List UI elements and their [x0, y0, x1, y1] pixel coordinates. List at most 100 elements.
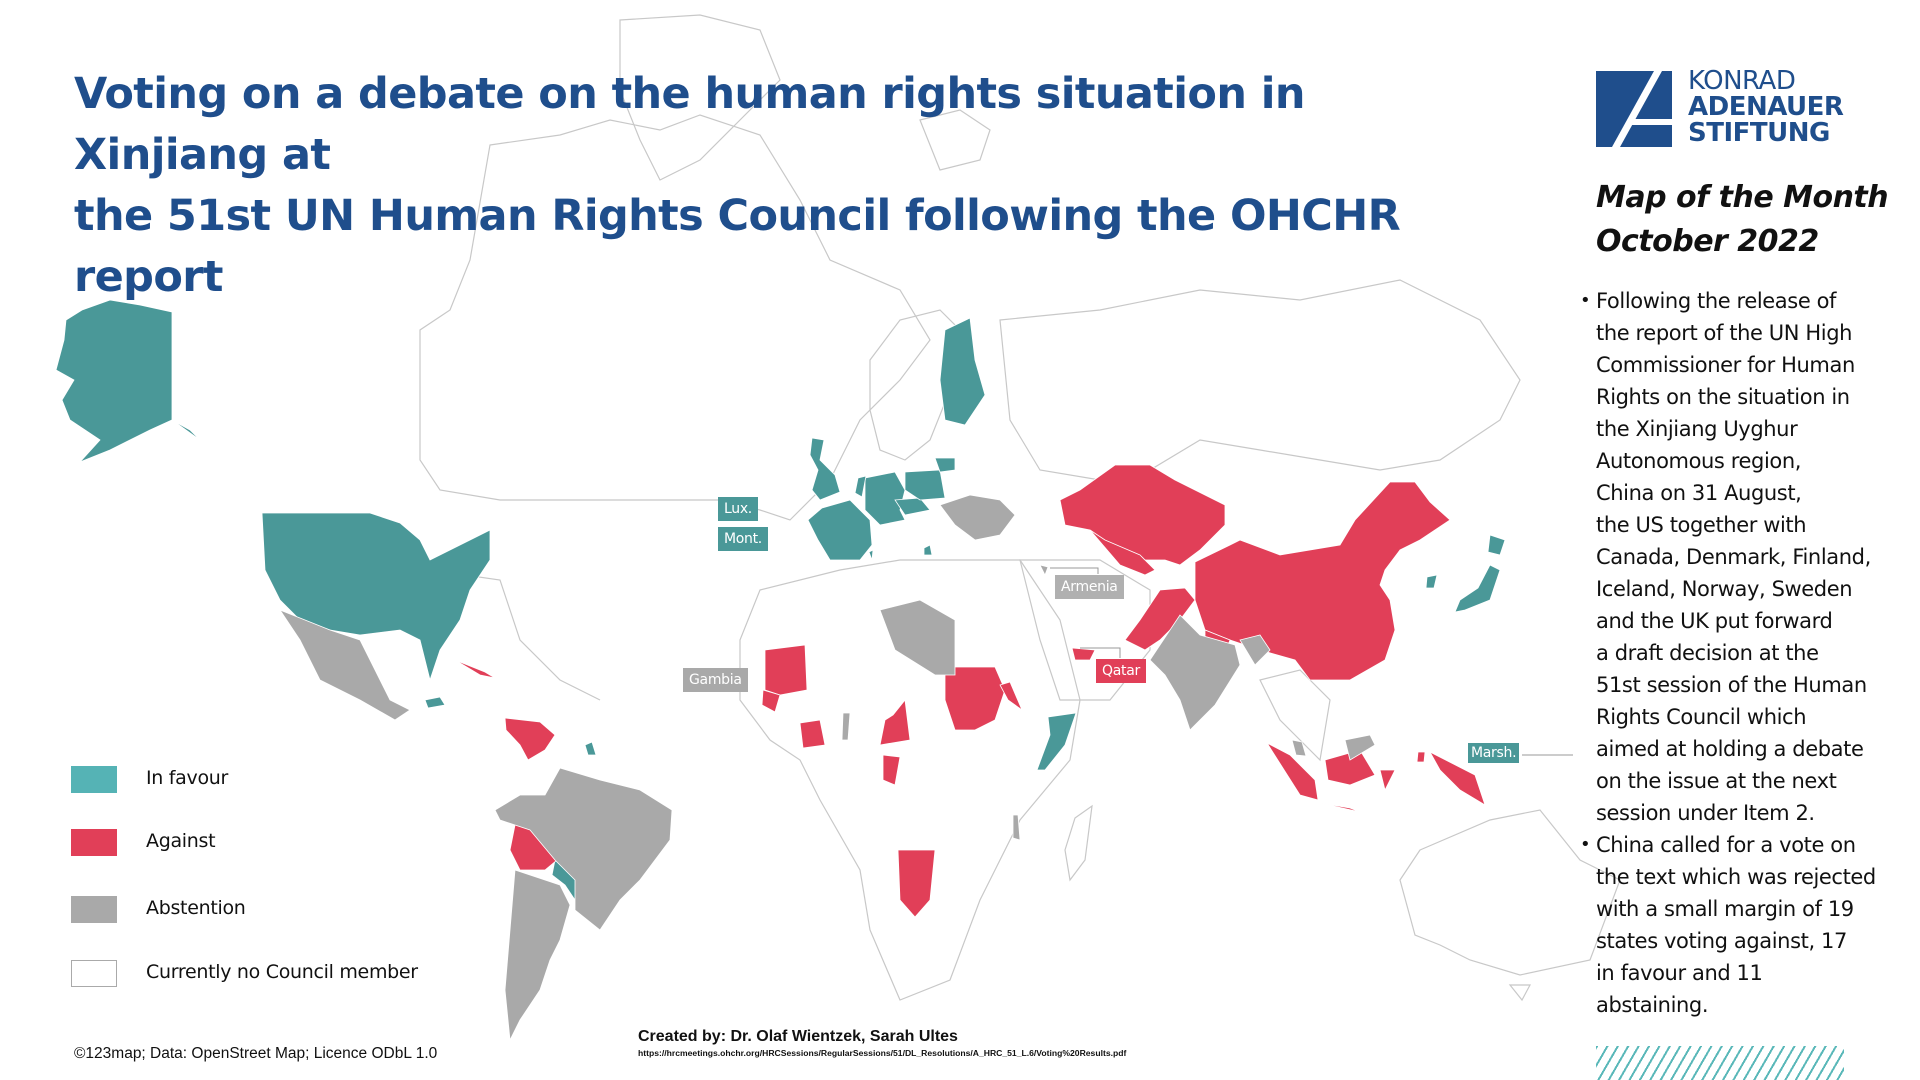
- country-ukraine: [939, 494, 1016, 541]
- text-line: states voting against, 17: [1596, 929, 1847, 953]
- country-japan: [1454, 534, 1506, 613]
- legend-swatch-no-member: [71, 960, 117, 987]
- country-indonesia: [1265, 741, 1486, 813]
- legend-item-no-member: Currently no Council member: [71, 960, 471, 990]
- motm-line-1: Map of the Month: [1596, 180, 1889, 215]
- legend-swatch-abstention: [71, 896, 117, 923]
- country-czechia: [894, 497, 931, 516]
- country-namibia: [897, 849, 936, 918]
- legend-label: Currently no Council member: [146, 961, 418, 983]
- country-usa: [261, 512, 491, 682]
- country-india: [1149, 614, 1241, 731]
- text-line: abstaining.: [1596, 993, 1709, 1017]
- country-netherlands: [854, 475, 867, 498]
- against-countries: [454, 464, 1486, 918]
- country-qatar: [1071, 647, 1096, 661]
- map-label-marshall-islands: Marsh.: [1468, 743, 1520, 763]
- text-line: Canada, Denmark, Finland,: [1596, 545, 1871, 569]
- country-venezuela: [504, 717, 556, 761]
- country-honduras: [424, 696, 446, 709]
- country-usa-alaska: [55, 299, 221, 463]
- logo-adenauer: ADENAUER: [1688, 92, 1844, 122]
- map-label-qatar: Qatar: [1096, 659, 1146, 683]
- source-url: https://hrcmeetings.ohchr.org/HRCSession…: [638, 1048, 1127, 1058]
- country-senegal: [761, 689, 781, 713]
- text-line: 51st session of the Human: [1596, 673, 1867, 697]
- legend-swatch-against: [71, 829, 117, 856]
- country-eritrea: [999, 681, 1023, 712]
- map-label-luxembourg: Lux.: [718, 497, 758, 521]
- country-mexico: [278, 609, 411, 721]
- country-cote-divoire: [799, 719, 826, 749]
- country-lithuania: [934, 457, 956, 473]
- country-malaysia: [1291, 734, 1376, 761]
- text-line: the US together with: [1596, 513, 1807, 537]
- country-pakistan: [1124, 587, 1196, 651]
- text-line: the Xinjiang Uyghur: [1596, 417, 1798, 441]
- country-gabon: [882, 754, 901, 786]
- title-line-2: the 51st UN Human Rights Council followi…: [74, 191, 1401, 302]
- kas-logo-text: KONRAD ADENAUER STIFTUNG: [1688, 66, 1844, 148]
- legend-swatch-in-favour: [71, 766, 117, 793]
- country-sudan: [944, 666, 1006, 731]
- country-montenegro: [923, 544, 933, 556]
- country-france: [807, 499, 873, 561]
- country-french-guiana: [584, 741, 597, 756]
- country-south-korea: [1425, 574, 1438, 589]
- text-line: a draft decision at the: [1596, 641, 1819, 665]
- country-poland: [904, 469, 946, 501]
- country-benin: [841, 712, 851, 741]
- country-germany: [864, 471, 906, 526]
- map-label-armenia: Armenia: [1055, 575, 1124, 599]
- country-finland: [939, 317, 986, 426]
- legend-label: In favour: [146, 767, 229, 789]
- bullet-2: China called for a vote on the text whic…: [1580, 829, 1920, 1021]
- map-credit: ©123map; Data: OpenStreet Map; Licence O…: [74, 1045, 438, 1062]
- text-line: the report of the UN High: [1596, 321, 1853, 345]
- text-line: aimed at holding a debate: [1596, 737, 1864, 761]
- page-title: Voting on a debate on the human rights s…: [74, 64, 1494, 308]
- bullet-1: Following the release of the report of t…: [1580, 285, 1920, 829]
- legend-item-against: Against: [71, 829, 471, 859]
- label-leader-lines: [1050, 567, 1573, 756]
- legend-item-abstention: Abstention: [71, 896, 471, 926]
- text-line: Rights Council which: [1596, 705, 1807, 729]
- country-cameroon: [879, 699, 911, 746]
- map-label-montenegro: Mont.: [718, 527, 768, 551]
- legend-item-in-favour: In favour: [71, 766, 471, 796]
- text-line: Following the release of: [1596, 289, 1837, 313]
- country-armenia: [1039, 564, 1049, 576]
- country-kazakhstan: [1059, 464, 1226, 566]
- text-line: and the UK put forward: [1596, 609, 1833, 633]
- text-line: with a small margin of 19: [1596, 897, 1854, 921]
- text-line: Iceland, Norway, Sweden: [1596, 577, 1853, 601]
- country-argentina: [504, 869, 571, 1042]
- created-by: Created by: Dr. Olaf Wientzek, Sarah Ult…: [638, 1028, 958, 1045]
- text-line: China called for a vote on: [1596, 833, 1856, 857]
- country-uzbekistan: [1089, 529, 1156, 576]
- country-bangladesh: [1239, 634, 1271, 666]
- country-mauritania: [764, 644, 808, 696]
- country-cuba: [454, 659, 496, 679]
- legend-label: Abstention: [146, 897, 246, 919]
- text-line: China on 31 August,: [1596, 481, 1802, 505]
- description-text: Following the release of the report of t…: [1578, 285, 1920, 1021]
- country-libya: [879, 599, 956, 676]
- motm-line-2: October 2022: [1596, 224, 1819, 259]
- abstention-countries: [278, 494, 1376, 1042]
- text-line: Commissioner for Human: [1596, 353, 1855, 377]
- country-uk: [809, 437, 841, 501]
- text-line: Rights on the situation in: [1596, 385, 1850, 409]
- text-line: in favour and 11: [1596, 961, 1763, 985]
- text-line: session under Item 2.: [1596, 801, 1815, 825]
- text-line: on the issue at the next: [1596, 769, 1837, 793]
- kas-logo: KONRAD ADENAUER STIFTUNG: [1596, 66, 1920, 151]
- country-somalia: [1036, 712, 1077, 771]
- in-favour-countries: [55, 299, 1506, 901]
- logo-stiftung: STIFTUNG: [1688, 118, 1830, 148]
- decorative-hatch-bar: [1596, 1046, 1844, 1080]
- logo-konrad: KONRAD: [1688, 66, 1796, 96]
- kas-logo-mark-icon: [1596, 71, 1672, 147]
- country-malawi: [1012, 814, 1021, 841]
